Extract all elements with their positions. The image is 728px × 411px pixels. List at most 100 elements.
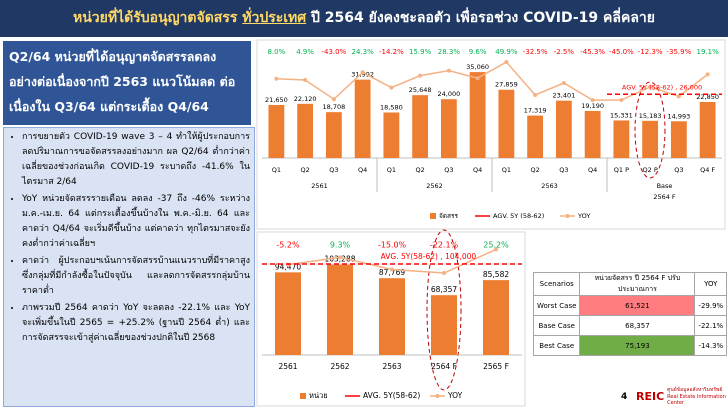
yoy-label: 19.1% — [697, 48, 720, 56]
yoy-label: 25.2% — [483, 241, 509, 250]
value-label: 87,769 — [379, 268, 405, 277]
table-header: Scenarios — [532, 272, 581, 296]
yoy-point — [504, 60, 509, 65]
bullet: YoY หน่วยจัดสรรรายเดือน ลดลง -37 ถึง -46… — [22, 192, 250, 252]
table-cell: 75,193 — [579, 335, 696, 356]
bar — [670, 121, 687, 158]
yoy-point — [705, 72, 710, 77]
bar — [584, 110, 601, 158]
reference-label: AGV. 5Y (58-62) , 26,000 — [622, 83, 702, 91]
x-tick-label: Q2 P — [643, 166, 658, 174]
logo-text: Real Estate Information Center — [667, 394, 726, 406]
value-label: 23,401 — [553, 92, 576, 100]
yoy-point — [360, 70, 365, 75]
yoy-point — [561, 81, 566, 85]
value-label: 94,470 — [275, 262, 301, 271]
yoy-point — [303, 78, 308, 83]
group-label: 2561 — [311, 182, 328, 190]
x-tick-label: Q2 — [300, 166, 309, 174]
yoy-label: 9.6% — [469, 48, 487, 56]
group-label: 2564 F — [653, 193, 676, 201]
x-tick-label: Q1 P — [614, 166, 629, 174]
bar — [440, 99, 457, 158]
x-tick-label: Q1 — [387, 166, 396, 174]
yoy-point — [475, 76, 480, 81]
logo-mark: REIC — [636, 390, 665, 403]
value-label: 25,648 — [409, 86, 432, 94]
x-tick-label: Q4 — [473, 166, 482, 174]
yoy-label: 49.9% — [495, 48, 518, 56]
yoy-point — [619, 98, 624, 102]
value-label: 14,993 — [668, 112, 691, 120]
table-cell: -22.1% — [694, 315, 728, 336]
legend-swatch — [565, 214, 570, 218]
value-label: 85,582 — [483, 270, 509, 279]
yoy-label: 8.0% — [267, 48, 285, 56]
group-label: 2563 — [541, 182, 558, 190]
legend-label: จัดสรร — [439, 212, 458, 220]
value-label: 27,859 — [495, 81, 518, 89]
yoy-label: -2.5% — [554, 48, 575, 56]
yoy-label: -12.3% — [638, 48, 663, 56]
legend-swatch — [300, 393, 306, 399]
summary-box: การขยายตัว COVID-19 wave 3 – 4 ทำให้ผู้ป… — [3, 127, 255, 407]
yoy-label: -32.5% — [523, 48, 548, 56]
yoy-point — [533, 93, 538, 97]
group-label: 2562 — [426, 182, 443, 190]
value-label: 22,120 — [294, 95, 317, 103]
legend-label: YOY — [577, 212, 590, 220]
bullet: ภาพรวมปี 2564 คาดว่า YoY จะลดลง -22.1% แ… — [22, 301, 250, 346]
bar — [383, 112, 400, 158]
legend-label: AVG. 5Y(58-62) — [363, 391, 420, 400]
x-tick-label: Q1 — [502, 166, 511, 174]
value-label: 18,580 — [380, 103, 403, 111]
bar — [469, 72, 486, 158]
bar — [268, 104, 285, 158]
summary-heading: Q2/64 หน่วยที่ได้อนุญาตจัดสรรลดลง อย่างต… — [3, 41, 251, 125]
yoy-label: -45.3% — [580, 48, 605, 56]
value-label: 68,357 — [431, 285, 457, 294]
bar — [412, 95, 429, 158]
yoy-label: 4.9% — [296, 48, 314, 56]
yoy-label: -15.0% — [378, 241, 407, 250]
value-label: 21,650 — [265, 96, 288, 104]
table-header: หน่วยจัดสรร ปี 2564 F ปรับประมาณการ — [579, 272, 696, 296]
table-cell: -14.3% — [694, 335, 728, 356]
yoy-point — [331, 97, 336, 102]
bar — [354, 79, 371, 158]
value-label: 31,992 — [351, 71, 374, 79]
yoy-point — [338, 255, 342, 260]
value-label: 19,190 — [581, 102, 604, 110]
table-cell: Best Case — [532, 335, 581, 356]
title-part: หน่วยที่ได้รับอนุญาตจัดสรร — [73, 10, 238, 26]
scenario-label: Base — [657, 182, 673, 190]
yoy-label: 9.3% — [330, 241, 351, 250]
table-cell: Worst Case — [532, 295, 581, 316]
yoy-point — [390, 267, 394, 272]
bullet: การขยายตัว COVID-19 wave 3 – 4 ทำให้ผู้ป… — [22, 130, 250, 190]
yoy-label: -35.9% — [666, 48, 691, 56]
x-tick-label: Q4 — [358, 166, 367, 174]
scenario-table: Scenarios หน่วยจัดสรร ปี 2564 F ปรับประมา… — [532, 272, 728, 356]
yoy-line — [276, 61, 709, 101]
x-tick-label: Q4 — [588, 166, 597, 174]
table-cell: 61,521 — [579, 295, 696, 316]
bar — [699, 102, 716, 158]
yoy-point — [648, 84, 653, 89]
yoy-point — [442, 271, 446, 276]
yoy-point — [446, 68, 451, 73]
bar — [431, 295, 457, 355]
bar — [379, 278, 405, 355]
yoy-label: -43.0% — [321, 48, 346, 56]
yoy-point — [494, 247, 498, 252]
yoy-label: -14.2% — [379, 48, 404, 56]
table-header: YOY — [694, 272, 728, 296]
bar — [555, 100, 572, 158]
x-tick-label: 2561 — [278, 362, 297, 371]
yoy-point — [676, 94, 681, 99]
value-label: 35,060 — [466, 63, 489, 71]
logo-text: ศูนย์ข้อมูลอสังหาริมทรัพย์ — [667, 387, 723, 393]
yoy-point — [418, 73, 423, 78]
yoy-point — [274, 76, 279, 81]
